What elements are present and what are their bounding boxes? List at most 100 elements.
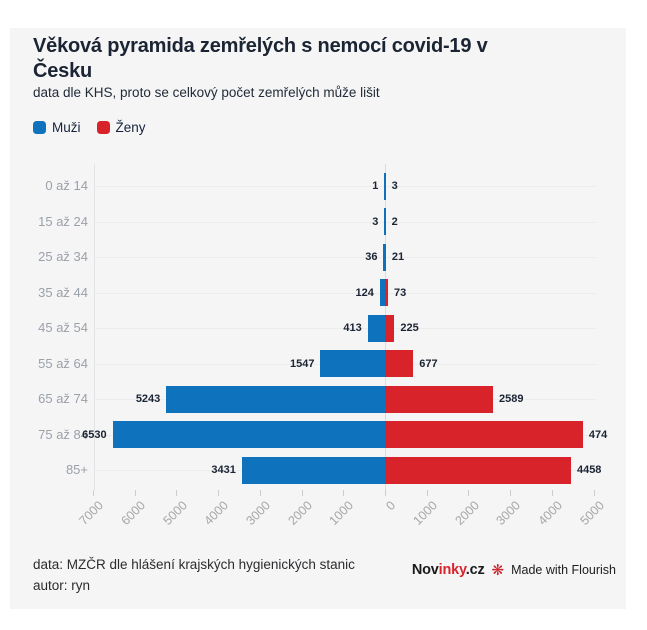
x-tick (301, 490, 303, 496)
novinky-logo-part1: Nov (411, 562, 439, 578)
bar-zeny[interactable] (385, 208, 386, 235)
bar-muzi[interactable] (241, 456, 385, 484)
legend-label-muzi: Muži (52, 120, 81, 135)
row-gridline (93, 221, 596, 223)
novinky-logo-part2: inky (438, 562, 466, 578)
bar-muzi[interactable] (384, 172, 385, 200)
category-label: 15 až 24 (38, 213, 88, 229)
value-label-zeny: 73 (394, 286, 407, 299)
legend-label-zeny: Ženy (115, 120, 146, 135)
bar-zeny[interactable] (385, 350, 414, 377)
x-tick (343, 490, 345, 496)
category-label: 65 až 74 (38, 391, 88, 406)
x-tick-label: 4000 (201, 498, 232, 528)
x-tick-label: 3000 (493, 498, 524, 528)
legend-swatch-muzi-icon (33, 121, 46, 134)
flourish-flower-icon: ❋ (491, 561, 505, 579)
category-label: 35 až 44 (38, 284, 88, 300)
value-label-zeny: 3 (391, 180, 398, 192)
x-tick (93, 490, 94, 496)
category-label: 45 až 54 (38, 320, 88, 335)
value-label-zeny: 4458 (576, 464, 602, 476)
value-label-muzi: 1 (372, 180, 379, 192)
row-gridline (93, 186, 596, 187)
bar-zeny[interactable] (385, 243, 386, 271)
chart-credits: data: MZČR dle hlášení krajských hygieni… (33, 555, 355, 596)
x-tick (259, 490, 261, 496)
legend: Muži Ženy (33, 120, 146, 135)
chart-title-line2: Česku (33, 60, 93, 82)
x-tick-label: 4000 (535, 498, 566, 528)
bar-zeny[interactable] (385, 385, 493, 413)
value-label-zeny: 677 (419, 357, 438, 370)
chart-card: Věková pyramida zemřelých s nemocí covid… (10, 28, 626, 609)
category-label: 75 až 84 (38, 426, 88, 442)
x-tick-label: 6000 (118, 498, 148, 528)
value-label-muzi: 413 (343, 322, 362, 334)
credit-line-1: data: MZČR dle hlášení krajských hygieni… (33, 557, 355, 572)
bar-zeny[interactable] (385, 279, 389, 306)
row-gridline (93, 257, 596, 258)
chart-title: Věková pyramida zemřelých s nemocí covid… (33, 34, 603, 84)
chart-subtitle: data dle KHS, proto se celkový počet zem… (33, 85, 380, 100)
legend-item-muzi[interactable]: Muži (33, 120, 81, 135)
value-label-zeny: 2589 (498, 393, 524, 405)
x-tick-label: 2000 (285, 498, 315, 528)
pyramid-plot: 0 až 14 1 3 15 až 24 3 2 25 až 34 36 21 35 až 44 1… (10, 28, 626, 609)
credit-line-2: autor: ryn (33, 577, 91, 593)
bar-muzi[interactable] (384, 208, 385, 235)
value-label-zeny: 21 (391, 251, 405, 263)
value-label-muzi: 6530 (82, 428, 107, 441)
y-axis-line (93, 164, 95, 490)
bar-zeny[interactable] (385, 421, 583, 448)
bar-muzi[interactable] (379, 279, 385, 306)
value-label-muzi: 5243 (135, 393, 161, 405)
bar-muzi[interactable] (383, 243, 385, 271)
value-label-muzi: 1547 (289, 357, 315, 370)
bar-muzi[interactable] (166, 385, 385, 413)
x-tick (593, 490, 595, 496)
category-label: 25 až 34 (38, 249, 88, 264)
bar-zeny[interactable] (385, 456, 571, 484)
x-tick-label: 0 (383, 498, 399, 514)
x-tick (385, 490, 386, 496)
legend-item-zeny[interactable]: Ženy (96, 120, 146, 135)
value-label-muzi: 124 (355, 286, 374, 299)
bar-muzi[interactable] (367, 314, 385, 342)
category-label: 0 až 14 (45, 178, 88, 193)
chart-title-line1: Věková pyramida zemřelých s nemocí covid… (33, 35, 488, 57)
x-tick (134, 490, 136, 496)
x-tick (510, 490, 512, 496)
row-gridline (93, 328, 596, 329)
flourish-credit-link[interactable]: Made with Flourish (511, 563, 616, 577)
x-tick-label: 5000 (577, 498, 607, 528)
novinky-logo-part3: .cz (465, 562, 485, 578)
x-tick (176, 490, 178, 496)
value-label-zeny: 474 (588, 428, 608, 441)
row-gridline (93, 292, 596, 294)
value-label-muzi: 3431 (211, 464, 236, 476)
category-label: 85+ (65, 462, 88, 477)
x-tick-label: 3000 (243, 498, 274, 528)
x-tick-label: 2000 (452, 498, 482, 528)
bar-muzi[interactable] (112, 421, 385, 448)
value-label-zeny: 225 (400, 322, 419, 334)
x-tick-label: 7000 (76, 498, 107, 528)
footer-logos: Novinky.cz ❋ Made with Flourish (412, 562, 616, 578)
category-label: 55 až 64 (38, 355, 88, 371)
bar-muzi[interactable] (320, 350, 385, 377)
legend-swatch-zeny-icon (96, 121, 110, 134)
bar-zeny[interactable] (385, 314, 395, 342)
x-tick-label: 5000 (160, 498, 190, 528)
bar-zeny[interactable] (385, 172, 386, 200)
x-tick-label: 1000 (326, 498, 357, 528)
x-tick (218, 490, 220, 496)
value-label-zeny: 2 (391, 215, 398, 228)
value-label-muzi: 36 (365, 251, 378, 263)
x-tick (426, 490, 428, 496)
x-tick (468, 490, 470, 496)
x-tick-label: 1000 (410, 498, 440, 528)
x-tick (551, 490, 553, 496)
value-label-muzi: 3 (372, 215, 379, 228)
